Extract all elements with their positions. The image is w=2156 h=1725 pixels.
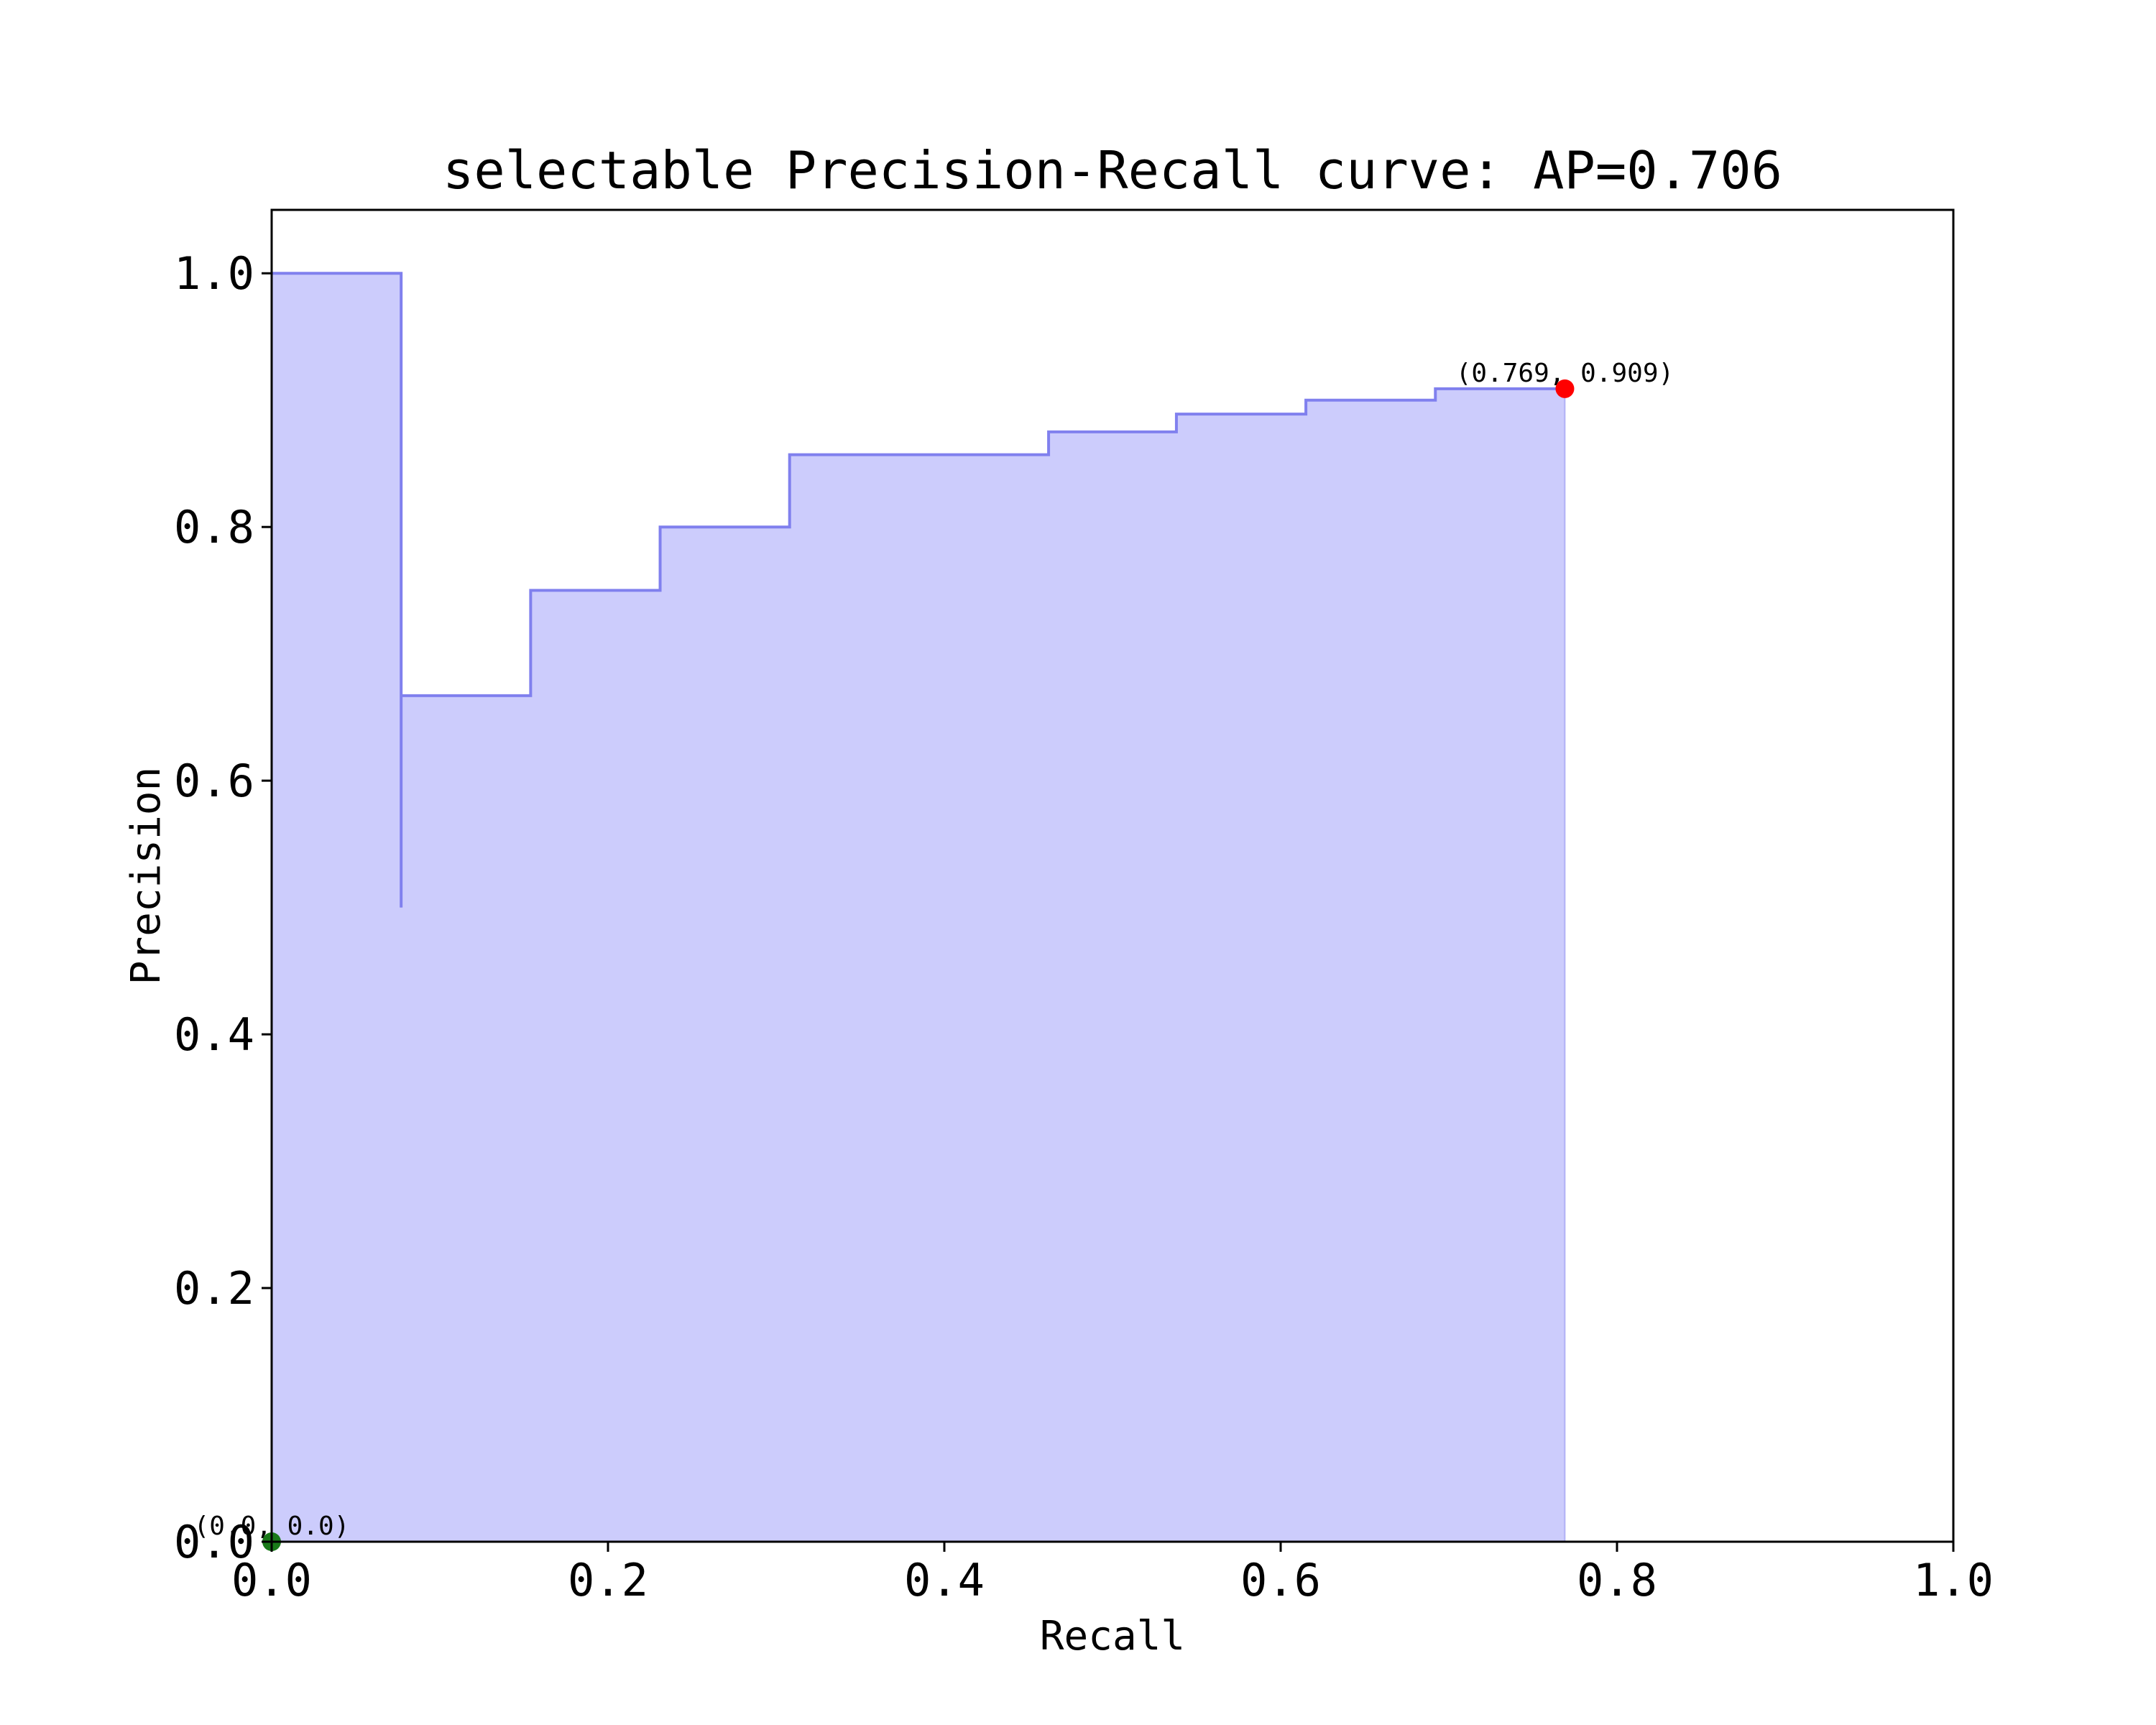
pr-curve-line	[272, 272, 1565, 908]
plot-frame	[270, 208, 1955, 1543]
x-tick-label: 0.8	[1577, 1554, 1657, 1606]
chart-title: selectable Precision-Recall curve: AP=0.…	[443, 140, 1782, 201]
x-tick-label: 0.4	[904, 1554, 985, 1606]
end-point-marker	[1555, 379, 1575, 398]
x-tick-label: 1.0	[1913, 1554, 1994, 1606]
pr-area-fill	[271, 272, 1566, 1542]
x-tick-label: 0.0	[231, 1554, 312, 1606]
x-axis-label: Recall	[1040, 1613, 1185, 1660]
y-tick-label: 0.2	[174, 1262, 254, 1315]
y-axis-label: Precision	[123, 767, 170, 985]
y-tick-label: 0.8	[174, 501, 254, 553]
end-point-label: (0.769, 0.909)	[1456, 359, 1674, 388]
y-tick-label: 1.0	[174, 247, 254, 300]
y-tick-label: 0.6	[174, 755, 254, 807]
x-tick-label: 0.6	[1240, 1554, 1321, 1606]
x-tick-label: 0.2	[568, 1554, 648, 1606]
y-tick-label: 0.0	[174, 1516, 254, 1568]
y-tick-label: 0.4	[174, 1008, 254, 1061]
